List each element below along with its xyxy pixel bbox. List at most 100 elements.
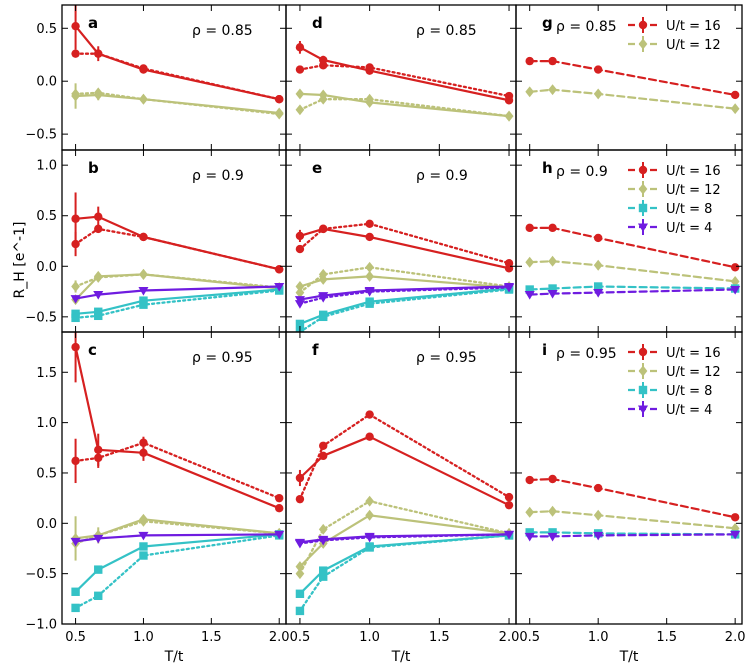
data-point-c-U4-solid-1 — [93, 534, 104, 544]
data-point-h-U8-dashed-0 — [525, 285, 534, 294]
y-tick-label-a-1: 0.0 — [36, 75, 57, 90]
panel-i — [524, 474, 741, 542]
legend-label-g-U12: U/t = 12 — [666, 38, 721, 53]
data-point-e-U4-dotted-0 — [294, 300, 305, 309]
data-point-e-U4-dotted-3 — [503, 283, 515, 293]
data-point-c-U16-dotted-2 — [139, 438, 148, 447]
x-tick-label-i-1: 1.0 — [588, 630, 609, 645]
panel-h — [524, 223, 741, 300]
panel-e — [294, 219, 515, 332]
data-point-c-U12-dotted-2 — [139, 515, 148, 527]
y-tick-label-c-2: 0.0 — [36, 517, 57, 532]
data-point-h-U16-dashed-1 — [548, 223, 557, 233]
data-point-a-U12-dotted-1 — [93, 87, 103, 99]
series-line-b-U8-solid — [74, 288, 281, 315]
data-point-i-U16-dashed-0 — [525, 475, 534, 485]
panel-letter-d: d — [312, 14, 323, 32]
x-axis-title-2: T/t — [619, 649, 639, 665]
data-point-f-U16-solid-2 — [365, 432, 374, 441]
x-tick-label-i-2: 1.5 — [656, 630, 677, 645]
series-line-a-U12-dotted — [74, 91, 281, 116]
panel-letter-c: c — [88, 341, 97, 359]
data-point-b-U8-dotted-1 — [94, 311, 103, 321]
series-line-f-U12-dotted — [298, 500, 511, 575]
x-axis-title-0: T/t — [164, 649, 184, 665]
data-point-a-U16-dotted-1 — [94, 49, 103, 58]
data-point-i-U4-dashed-2 — [593, 531, 604, 541]
rho-label-f: ρ = 0.95 — [416, 350, 477, 366]
series-line-b-U16-dotted — [74, 227, 281, 271]
legend-marker-g-U12 — [638, 38, 648, 50]
rho-label-g: ρ = 0.85 — [556, 19, 617, 35]
data-point-a-U16-dotted-2 — [139, 64, 148, 73]
data-point-i-U16-dashed-2 — [593, 483, 603, 493]
x-tick-label-i-3: 2.0 — [725, 630, 746, 645]
data-point-i-U12-dashed-2 — [593, 509, 603, 521]
data-point-i-U16-dashed-3 — [730, 513, 740, 522]
data-point-d-U16-solid-0 — [295, 43, 305, 52]
panel-letter-i: i — [542, 341, 547, 359]
data-point-c-U8-dotted-1 — [94, 591, 103, 601]
data-point-i-U12-dashed-1 — [548, 505, 557, 517]
data-point-d-U12-dotted-3 — [504, 110, 514, 122]
series-line-i-U12-dashed — [528, 510, 737, 530]
series-line-h-U16-dashed — [528, 226, 737, 269]
data-point-f-U12-dotted-0 — [295, 568, 305, 580]
data-point-f-U4-dotted-2 — [364, 533, 375, 543]
panel-letter-g: g — [542, 14, 553, 32]
data-point-f-U12-solid-2 — [365, 509, 375, 521]
series-line-e-U8-solid — [298, 287, 511, 325]
panel-frame-b — [61, 149, 287, 333]
data-point-c-U16-solid-2 — [139, 448, 148, 458]
data-point-h-U16-dashed-0 — [525, 223, 534, 233]
data-point-e-U4-dotted-1 — [318, 294, 329, 303]
legend-marker-h-U8 — [638, 203, 648, 213]
y-tick-label-b-0: −0.5 — [25, 310, 57, 325]
legend-marker-i-U4 — [637, 405, 649, 415]
panel-letter-f: f — [312, 341, 319, 359]
series-line-f-U8-dotted — [298, 534, 511, 613]
data-point-g-U16-dashed-0 — [525, 56, 534, 66]
data-point-h-U8-dashed-1 — [548, 284, 557, 293]
data-point-g-U16-dashed-1 — [548, 56, 557, 66]
data-point-b-U12-dotted-0 — [71, 281, 80, 292]
series-line-i-U4-dashed — [528, 533, 737, 538]
series-line-c-U8-dotted — [74, 534, 281, 610]
series-line-c-U16-solid — [74, 346, 281, 510]
legend-label-h-U16: U/t = 16 — [666, 164, 721, 179]
data-point-f-U16-solid-0 — [295, 473, 305, 483]
data-point-c-U16-solid-3 — [275, 504, 284, 513]
rho-label-i: ρ = 0.95 — [556, 346, 617, 362]
data-point-e-U12-solid-2 — [365, 270, 375, 282]
data-point-b-U4-solid-3 — [274, 282, 285, 292]
x-tick-label-f-0: 0.5 — [290, 630, 311, 645]
panel-letter-b: b — [88, 159, 99, 177]
panel-b — [70, 192, 285, 323]
panel-f — [294, 410, 515, 616]
legend-marker-i-U16 — [638, 347, 648, 357]
data-point-b-U12-dotted-2 — [139, 268, 148, 280]
data-point-f-U16-dotted-0 — [295, 494, 305, 504]
series-line-d-U12-solid — [298, 92, 511, 118]
data-point-f-U8-dotted-1 — [319, 572, 328, 581]
data-point-d-U16-dotted-0 — [295, 65, 305, 74]
series-line-e-U4-dotted — [298, 286, 511, 305]
y-tick-label-c-5: 1.5 — [36, 366, 57, 381]
data-point-f-U4-dotted-0 — [294, 539, 305, 549]
data-point-h-U4-dashed-3 — [730, 286, 741, 295]
data-point-f-U8-solid-0 — [295, 589, 305, 598]
data-point-h-U4-dashed-1 — [547, 290, 558, 299]
panel-frame-e — [285, 149, 517, 333]
x-tick-label-c-1: 1.0 — [133, 630, 154, 645]
series-line-e-U12-dotted — [298, 266, 511, 294]
y-tick-label-a-2: 0.5 — [36, 22, 57, 37]
series-line-g-U16-dashed — [528, 59, 737, 97]
data-point-g-U12-dashed-0 — [525, 86, 535, 98]
data-point-h-U8-dashed-2 — [593, 282, 603, 291]
data-point-d-U16-dotted-1 — [319, 61, 328, 70]
series-line-d-U16-dotted — [298, 64, 511, 98]
data-point-d-U12-dotted-0 — [295, 104, 305, 116]
panel-a — [71, 5, 284, 120]
data-point-e-U12-dotted-0 — [295, 287, 305, 299]
data-point-b-U4-solid-2 — [138, 287, 149, 296]
